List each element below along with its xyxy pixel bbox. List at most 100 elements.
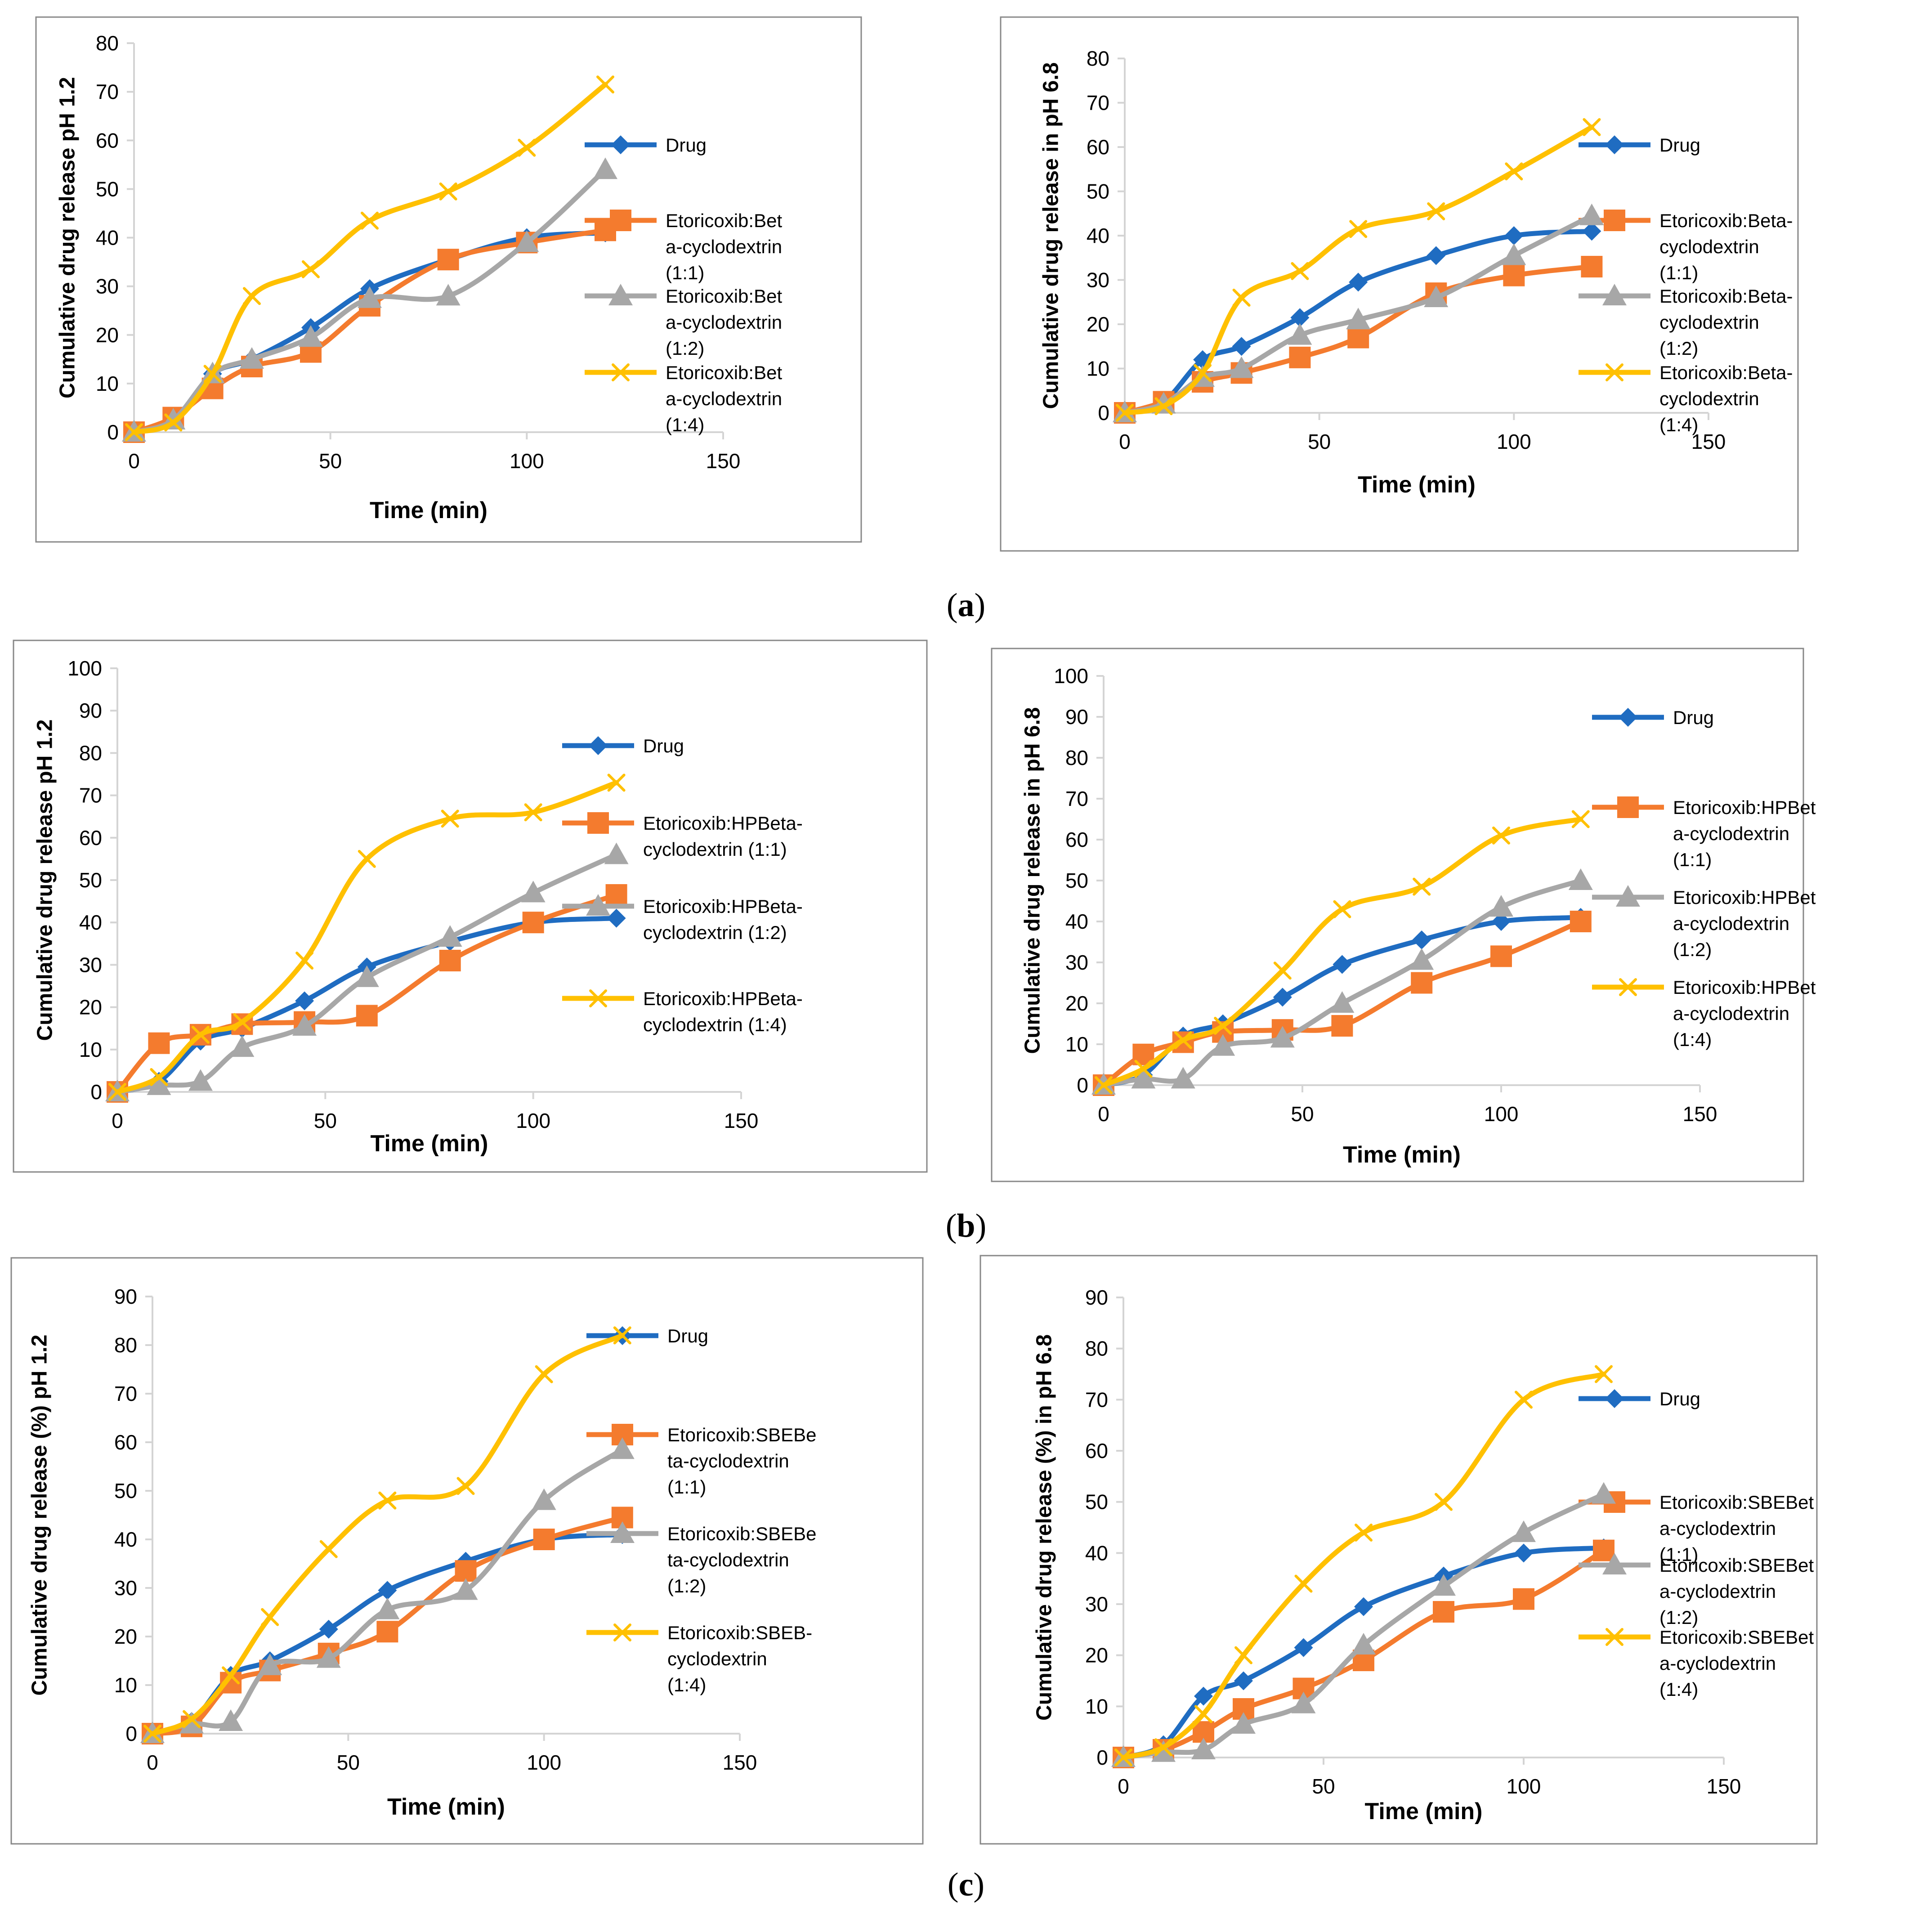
data-point-drug: [1234, 1671, 1253, 1690]
y-tick-label: 70: [1085, 1388, 1108, 1411]
chart-c-right: 0 10 20 30 40 50 60 70 80 90 0 50 100 150 Time (min) Cu…: [979, 1255, 1818, 1845]
y-tick-label: 90: [114, 1285, 137, 1308]
y-tick-label: 20: [1085, 1644, 1108, 1667]
y-tick-label: 30: [79, 953, 102, 976]
series-r12: [140, 1437, 635, 1744]
data-point-drug: [1427, 246, 1446, 265]
data-point-r12: [316, 1646, 341, 1668]
data-point-r14: [1427, 202, 1445, 220]
data-point-r12: [521, 881, 546, 903]
data-point-r14: [1194, 1705, 1212, 1723]
y-axis-title: Cumulative drug release pH 1.2: [33, 720, 57, 1041]
series-r14: [125, 75, 614, 441]
data-point-r14: [441, 809, 459, 828]
x-tick-label: 150: [1683, 1102, 1717, 1126]
legend-label: Etoricoxib:HPBeta-: [643, 896, 803, 917]
data-point-r14: [183, 1710, 201, 1728]
data-point-r14: [150, 1068, 168, 1087]
data-point-drug: [1504, 226, 1524, 245]
legend-label: Etoricoxib:HPBeta-: [643, 988, 803, 1009]
x-tick-label: 0: [1119, 430, 1131, 453]
x-tick-label: 0: [147, 1751, 158, 1774]
chart-border: [979, 1255, 1818, 1845]
legend-label: (1:2): [1659, 338, 1698, 359]
y-tick-label: 60: [114, 1431, 137, 1454]
data-point-r14: [1214, 1017, 1232, 1035]
y-tick-label: 20: [1087, 313, 1109, 336]
legend-label: Etoricoxib:Beta-: [1659, 362, 1793, 383]
data-point-drug: [1290, 308, 1310, 327]
series-line-drug: [1122, 228, 1594, 416]
data-point-r14: [222, 1666, 240, 1685]
series-line-r11: [115, 892, 619, 1095]
y-tick-label: 90: [1085, 1286, 1108, 1309]
chart-b-left: 0 10 20 30 40 50 60 70 80 90 100 0 50 100 150 Time (min…: [13, 639, 928, 1173]
legend-entry-r14: Etoricoxib:HPBeta-cyclodextrin (1:4): [562, 988, 803, 1035]
series-r12: [105, 842, 629, 1102]
data-point-r12: [358, 286, 382, 308]
data-point-r11: [533, 1529, 555, 1550]
legend-swatch-marker: [1606, 1628, 1623, 1646]
data-point-drug: [1492, 912, 1511, 931]
data-point-r11: [439, 949, 461, 971]
data-point-r11: [1570, 911, 1592, 932]
data-point-r11: [148, 1032, 170, 1054]
chart-a-right: 0 10 20 30 40 50 60 70 80 0 50 100 150 Time (min) Cumu…: [1000, 16, 1799, 552]
x-axis-title: Time (min): [1343, 1142, 1461, 1168]
data-point-r12: [1131, 1067, 1156, 1089]
data-point-r11: [1513, 1588, 1534, 1610]
legend-label: Drug: [1673, 707, 1714, 728]
y-tick-label: 30: [1087, 268, 1109, 292]
data-point-r14: [518, 139, 536, 157]
data-point-r14: [1333, 900, 1351, 918]
legend-label: Etoricoxib:Beta-: [1659, 210, 1793, 231]
data-point-r12: [1270, 1026, 1295, 1048]
chart-border: [991, 648, 1804, 1182]
legend-label: Drug: [1659, 1388, 1700, 1409]
y-axis-title: Cumulative drug release in pH 6.8: [1021, 707, 1045, 1054]
legend-swatch-marker: [610, 210, 631, 231]
legend-entry-r11: Etoricoxib:HPBeta-cyclodextrin (1:1): [562, 812, 803, 860]
series-line-r11: [150, 1515, 625, 1736]
y-tick-label: 40: [114, 1528, 137, 1551]
y-tick-label: 10: [114, 1673, 137, 1697]
data-point-r12: [147, 1073, 171, 1095]
y-tick-label: 70: [79, 784, 102, 807]
y-tick-label: 10: [1087, 357, 1109, 380]
legend-swatch-marker: [612, 363, 630, 381]
legend-entry-drug: Drug: [562, 735, 684, 756]
y-tick-label: 30: [114, 1576, 137, 1600]
data-point-r11: [1581, 255, 1603, 277]
legend-entry-drug: Drug: [1592, 707, 1714, 728]
y-tick-label: 20: [96, 323, 119, 347]
legend-label: (1:1): [667, 1476, 706, 1498]
x-tick-label: 100: [1497, 430, 1531, 453]
legend-swatch-marker: [1605, 1389, 1624, 1408]
x-tick-label: 50: [337, 1751, 360, 1774]
data-point-r14: [361, 211, 379, 230]
legend-label: a-cyclodextrin: [666, 388, 782, 409]
legend-label: Etoricoxib:HPBet: [1673, 797, 1816, 818]
legend-label: ta-cyclodextrin: [667, 1549, 789, 1570]
data-point-r12: [292, 1014, 317, 1036]
data-point-r14: [607, 774, 626, 792]
y-tick-label: 70: [1087, 91, 1109, 115]
data-point-r11: [455, 1560, 477, 1582]
series-line-r12: [115, 852, 619, 1095]
y-tick-label: 60: [79, 826, 102, 850]
legend-label: (1:4): [1659, 414, 1698, 435]
legend-entry-drug: Drug: [1579, 1388, 1700, 1409]
series-line-r12: [150, 1447, 625, 1736]
y-tick-label: 100: [67, 657, 102, 680]
legend-swatch-marker: [589, 736, 608, 755]
data-point-r12: [1579, 203, 1604, 225]
legend-swatch-marker: [610, 1521, 635, 1543]
data-point-r12: [1330, 991, 1355, 1013]
legend-label: a-cyclodextrin: [1659, 1518, 1776, 1539]
data-point-drug: [1514, 1543, 1533, 1563]
legend-label: (1:1): [1659, 1544, 1698, 1565]
data-point-r14: [613, 1326, 631, 1345]
y-tick-label: 0: [125, 1722, 137, 1745]
